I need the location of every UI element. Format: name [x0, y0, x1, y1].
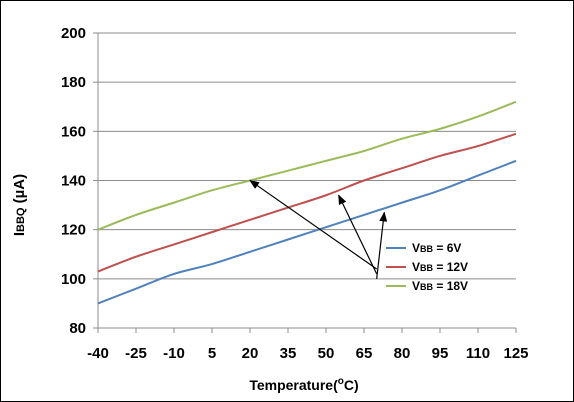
series-line-2: [97, 132, 517, 273]
x-tick-label: 20: [242, 345, 259, 362]
x-tick-label: -40: [87, 345, 109, 362]
x-tick-label: -25: [125, 345, 147, 362]
y-tick-label: 160: [61, 123, 86, 140]
x-tick-label: 125: [503, 345, 528, 362]
x-tick-label: 5: [208, 345, 216, 362]
y-axis-title: IBBQ (µA): [11, 174, 28, 236]
y-tick-label: 80: [69, 320, 86, 337]
legend-label-2: VBB = 12V: [412, 260, 468, 274]
y-tick-label: 120: [61, 222, 86, 239]
x-tick-label: 80: [394, 345, 411, 362]
y-tick-label: 200: [61, 25, 86, 42]
annotation-arrow-2: [338, 194, 378, 275]
y-tick-label: 100: [61, 271, 86, 288]
x-tick-label: 50: [318, 345, 335, 362]
x-tick-label: 65: [356, 345, 373, 362]
annotation-arrow-3: [376, 211, 388, 279]
x-tick-label: 110: [466, 345, 490, 362]
x-tick-label: 35: [280, 345, 297, 362]
series-line-1: [97, 159, 517, 305]
legend-label-3: VBB = 18V: [412, 279, 468, 293]
y-tick-label: 180: [61, 74, 86, 91]
legend-label-1: VBB = 6V: [412, 241, 461, 255]
y-tick-label: 140: [61, 173, 86, 190]
x-tick-label: 95: [432, 345, 449, 362]
x-tick-label: -10: [163, 345, 185, 362]
x-axis-title: Temperature(oC): [249, 376, 358, 393]
series-line-3: [97, 100, 517, 231]
annotation-arrow-1: [249, 179, 378, 270]
